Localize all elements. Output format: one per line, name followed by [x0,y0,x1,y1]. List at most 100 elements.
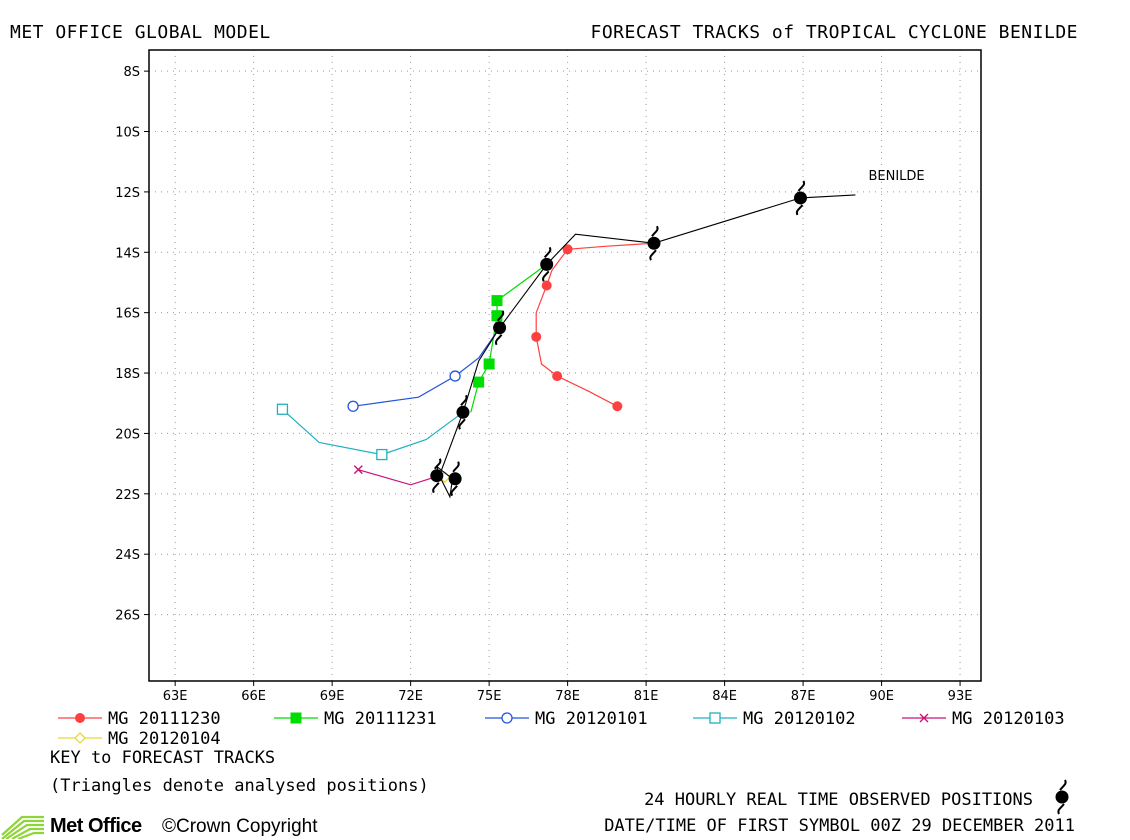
legend-label: MG 20111230 [108,709,221,729]
crown-copyright: ©Crown Copyright [162,816,318,837]
cyclone-symbol-arm [797,180,806,192]
x-tick-label: 78E [555,689,580,704]
cyclone-symbol-arm [432,482,440,494]
observed-position-symbol [540,246,554,282]
series-marker-1 [483,358,495,370]
x-tick-label: 69E [320,689,345,704]
observed-symbol-key [1055,779,1069,815]
series-marker-1 [491,310,503,322]
x-tick-label: 63E [163,689,188,704]
series-line-3 [281,408,464,456]
cyclone-symbol-core [456,405,470,419]
y-tick-label: 22S [115,488,140,503]
observed-track-line [435,194,856,499]
cyclone-symbol-core [493,321,507,335]
legend-label: MG 20120102 [743,709,856,729]
legend-item-0: MG 20111230 [58,709,221,729]
series-marker-3 [276,403,289,415]
observed-position-symbol [793,180,807,216]
legend-marker [74,732,86,744]
series-marker-2 [347,400,359,412]
cyclone-symbol-arm [1057,803,1065,815]
key-title: KEY to FORECAST TRACKS [50,748,276,768]
y-tick-label: 16S [115,307,140,322]
observed-position-symbol [456,394,470,430]
y-tick-label: 12S [115,186,140,201]
legend-label: MG 20120101 [535,709,648,729]
observed-position-symbol [647,225,661,261]
observed-position-symbol [430,458,444,494]
series-marker-1 [491,295,503,307]
legend-item-3: MG 20120102 [693,709,856,729]
cyclone-symbol-core [793,191,807,205]
cyclone-symbol-core [540,257,554,271]
first-symbol-datetime: DATE/TIME OF FIRST SYMBOL 00Z 29 DECEMBE… [604,816,1075,836]
series-marker-3 [376,448,388,461]
cyclone-symbol-core [1055,790,1069,804]
cyclone-symbol-arm [542,270,550,282]
observed-positions-label: 24 HOURLY REAL TIME OBSERVED POSITIONS [644,790,1033,810]
cyclone-symbol-arm [494,334,503,346]
legend-label: MG 20120103 [952,709,1065,729]
met-office-logo: Met Office [0,812,142,840]
series-line-4 [358,469,440,486]
y-tick-label: 24S [115,548,140,563]
cyclone-symbol-arm [452,461,460,473]
legend-item-5: MG 20120104 [58,729,221,749]
legend-label: MG 20111231 [324,709,437,729]
series-marker-0 [531,331,542,342]
cyclone-symbol-arm [651,225,659,237]
series-marker-0 [541,280,552,291]
y-tick-label: 8S [123,65,140,80]
cyclone-symbol-arm [795,204,804,216]
cyclone-symbol-arm [450,485,458,497]
y-tick-label: 26S [115,609,140,624]
x-tick-label: 81E [634,689,659,704]
cyclone-symbol-arm [434,458,442,470]
legend-marker [919,713,929,723]
series-marker-0 [612,401,623,412]
x-tick-label: 87E [791,689,816,704]
series-marker-4 [353,465,363,475]
series-line-2 [353,327,501,407]
legend-item-4: MG 20120103 [902,709,1065,729]
legend-item-2: MG 20120101 [485,709,648,729]
x-tick-label: 90E [869,689,894,704]
plot-frame [148,49,982,682]
x-tick-label: 84E [712,689,737,704]
series-line-0 [535,242,655,407]
series-marker-1 [473,376,485,388]
series-marker-0 [552,371,563,382]
legend-label: MG 20120104 [108,729,221,749]
cyclone-symbol-arm [1059,779,1067,791]
cyclone-symbol-arm [496,310,505,322]
storm-name-label: BENILDE [868,169,924,184]
legend-marker [290,712,302,724]
y-tick-label: 18S [115,367,140,382]
x-tick-label: 75E [477,689,502,704]
cyclone-symbol-core [647,236,661,250]
met-office-logo-text: Met Office [50,814,142,837]
x-tick-label: 72E [398,689,423,704]
cyclone-symbol-arm [458,418,466,430]
header-chart-title: FORECAST TRACKS of TROPICAL CYCLONE BENI… [590,22,1078,43]
legend-marker [501,712,513,724]
legend-marker [709,712,721,724]
series-marker-2 [449,370,461,382]
x-tick-label: 93E [948,689,973,704]
observed-position-symbol [493,310,507,346]
cyclone-symbol-arm [543,246,552,258]
y-tick-label: 10S [115,126,140,141]
cyclone-symbol-core [430,469,444,483]
met-office-logo-mark [1,815,44,839]
header-left-title: MET OFFICE GLOBAL MODEL [10,22,271,43]
y-tick-label: 20S [115,427,140,442]
y-tick-label: 14S [115,246,140,261]
legend-marker [75,713,85,723]
cyclone-symbol-core [448,472,462,486]
cyclone-symbol-arm [460,394,468,406]
x-tick-label: 66E [241,689,266,704]
cyclone-symbol-arm [649,249,657,261]
observed-position-symbol [448,461,462,497]
